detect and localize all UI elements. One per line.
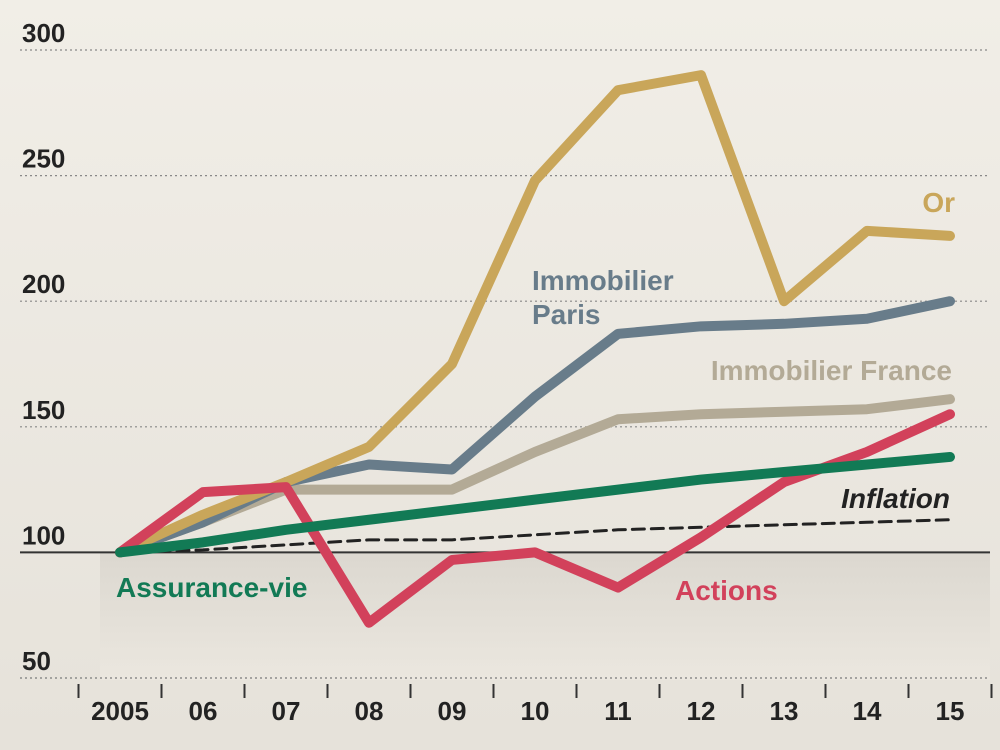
series-label-immobilier-france: Immobilier France — [711, 355, 952, 386]
x-tick-label-13: 13 — [770, 696, 799, 726]
series-line-inflation — [118, 518, 952, 554]
x-tick-label-2005: 2005 — [91, 696, 149, 726]
y-tick-label-50: 50 — [22, 646, 51, 676]
y-tick-label-300: 300 — [22, 18, 65, 48]
series-label-immobilier-paris: Immobilier Paris — [532, 265, 674, 330]
y-tick-label-250: 250 — [22, 144, 65, 174]
x-tick-label-07: 07 — [272, 696, 301, 726]
x-tick-label-14: 14 — [853, 696, 882, 726]
series-line-assurance-vie — [115, 451, 955, 558]
x-tick-label-06: 06 — [189, 696, 218, 726]
x-tick-label-10: 10 — [521, 696, 550, 726]
y-tick-label-100: 100 — [22, 520, 65, 550]
x-tick-label-11: 11 — [604, 696, 632, 726]
x-tick-label-08: 08 — [355, 696, 384, 726]
series-label-assurance-vie: Assurance-vie — [116, 572, 307, 603]
y-tick-label-150: 150 — [22, 395, 65, 425]
series-label-actions: Actions — [675, 575, 778, 606]
x-tick-label-12: 12 — [687, 696, 716, 726]
x-tick-label-09: 09 — [438, 696, 467, 726]
y-tick-label-200: 200 — [22, 269, 65, 299]
series-label-or: Or — [922, 187, 955, 218]
series-label-inflation: Inflation — [841, 483, 950, 514]
x-tick-label-15: 15 — [936, 696, 965, 726]
